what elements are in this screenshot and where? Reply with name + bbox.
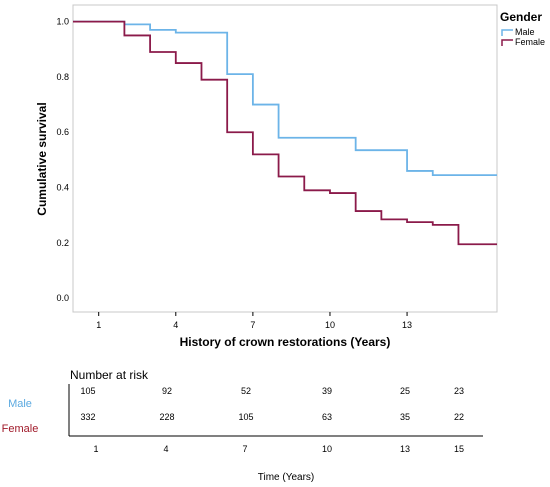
x-tick-label: 7 [250,320,255,330]
risk-cell: 23 [454,386,464,396]
y-tick-label: 0.4 [56,183,69,193]
legend-title: Gender [500,10,542,24]
x-tick-label: 10 [325,320,335,330]
risk-cell: 35 [400,412,410,422]
risk-time-labels: 1 4 7 10 13 15 [93,444,464,454]
risk-group-male: Male [8,398,32,410]
axis-ticks: 1 4 7 10 13 0.0 0.2 0.4 0.6 0.8 1.0 [56,17,412,330]
legend-label-male: Male [515,27,535,37]
x-tick-label: 13 [402,320,412,330]
risk-cell: 39 [322,386,332,396]
risk-cell: 63 [322,412,332,422]
x-tick-label: 4 [173,320,178,330]
risk-time-label: 1 [93,444,98,454]
risk-cell: 22 [454,412,464,422]
legend-label-female: Female [515,37,545,47]
risk-cell: 25 [400,386,410,396]
risk-cell: 52 [241,386,251,396]
risk-group-female: Female [2,423,39,435]
y-tick-label: 0.0 [56,293,69,303]
risk-time-label: 13 [400,444,410,454]
risk-cells: 105 92 52 39 25 23 332 228 105 63 35 22 [80,386,464,422]
x-tick-label: 1 [96,320,101,330]
series-layer [73,20,497,246]
risk-cell: 332 [80,412,95,422]
risk-table-title: Number at risk [70,368,149,382]
plot-area-frame [72,4,498,313]
risk-cell: 105 [238,412,253,422]
risk-group-labels: Male Female [2,398,39,435]
risk-time-label: 7 [242,444,247,454]
risk-time-label: 15 [454,444,464,454]
km-survival-chart: 1 4 7 10 13 0.0 0.2 0.4 0.6 0.8 1.0 Cumulative sur… [35,4,545,349]
y-tick-label: 0.6 [56,127,69,137]
risk-cell: 228 [159,412,174,422]
y-axis-label: Cumulative survival [35,102,49,215]
number-at-risk-table: Number at risk Male Female 105 92 52 39 25 23 3… [2,368,483,483]
survival-curve-male [73,20,497,176]
x-axis-label: History of crown restorations (Years) [180,335,391,349]
risk-cell: 105 [80,386,95,396]
legend-swatch-female [501,39,513,46]
y-tick-label: 0.8 [56,72,69,82]
y-tick-label: 1.0 [56,17,69,27]
risk-time-axis-label: Time (Years) [258,472,315,483]
risk-cell: 92 [162,386,172,396]
y-tick-label: 0.2 [56,238,69,248]
risk-time-label: 4 [163,444,168,454]
survival-curve-female [73,20,497,246]
risk-time-label: 10 [322,444,332,454]
legend-swatch-male [501,29,513,36]
